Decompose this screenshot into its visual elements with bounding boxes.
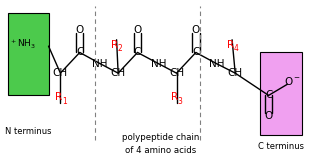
- Bar: [260, 52, 302, 135]
- Text: CH: CH: [169, 68, 184, 78]
- Text: C: C: [134, 48, 141, 57]
- Text: R: R: [227, 40, 234, 49]
- Text: NH: NH: [151, 59, 166, 69]
- Text: C terminus: C terminus: [258, 142, 304, 151]
- Text: C: C: [76, 48, 83, 57]
- Text: C: C: [265, 90, 272, 100]
- Text: CH: CH: [228, 68, 243, 78]
- Text: O: O: [133, 25, 142, 35]
- Text: R: R: [112, 40, 119, 49]
- Text: CH: CH: [53, 68, 68, 78]
- Text: O$^-$: O$^-$: [283, 75, 301, 87]
- Text: R: R: [55, 92, 62, 102]
- Text: 2: 2: [118, 44, 123, 53]
- Text: of 4 amino acids: of 4 amino acids: [125, 146, 197, 155]
- Text: CH: CH: [111, 68, 126, 78]
- Text: 3: 3: [178, 97, 183, 106]
- Text: 1: 1: [62, 97, 67, 106]
- Bar: [8, 13, 49, 95]
- Text: 4: 4: [234, 44, 239, 53]
- Text: polypeptide chain: polypeptide chain: [122, 133, 200, 142]
- Text: N terminus: N terminus: [5, 128, 51, 136]
- Text: NH: NH: [92, 59, 108, 69]
- Text: O: O: [192, 25, 200, 35]
- Text: NH: NH: [209, 59, 224, 69]
- Text: R: R: [171, 92, 178, 102]
- Text: O: O: [76, 25, 84, 35]
- Text: O: O: [264, 111, 273, 121]
- Text: C: C: [192, 48, 200, 57]
- Text: $^+$NH$_3$: $^+$NH$_3$: [9, 38, 36, 51]
